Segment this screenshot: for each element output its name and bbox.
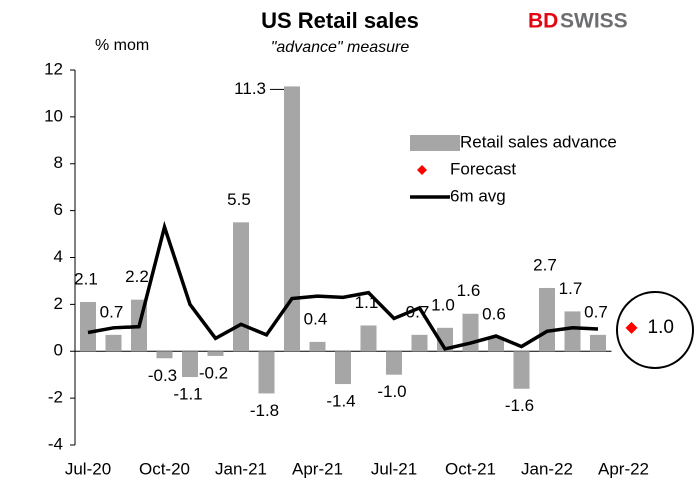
legend-label: 6m avg [450, 186, 506, 205]
data-label: 1.0 [648, 317, 674, 338]
data-label: 0.7 [584, 302, 608, 321]
data-label: -1.1 [173, 385, 202, 404]
bar [411, 334, 428, 352]
bar [156, 351, 173, 359]
y-tick-label: 10 [44, 106, 63, 125]
x-tick-label: Jul-20 [65, 459, 111, 478]
y-tick-label: 4 [54, 247, 63, 266]
data-label: 11.3 [234, 79, 266, 98]
x-tick-label: Apr-22 [598, 459, 649, 478]
x-tick-label: Oct-20 [139, 459, 190, 478]
bar [539, 287, 555, 352]
legend-label: Forecast [450, 159, 516, 178]
data-label: 2.7 [533, 255, 557, 274]
y-tick-label: 12 [44, 59, 63, 78]
line [87, 220, 599, 351]
y-tick-label: 6 [54, 200, 63, 219]
data-label: 1.6 [457, 281, 481, 300]
bar [564, 311, 581, 352]
bar [105, 334, 122, 352]
legend-swatch [410, 135, 460, 151]
x-tick-label: Jul-21 [371, 459, 417, 478]
logo-first: BD [528, 10, 558, 33]
data-label: 1.0 [431, 295, 455, 314]
data-label: 0.4 [304, 309, 328, 328]
data-label: 2.2 [125, 267, 149, 286]
bar [590, 334, 606, 352]
bar [182, 351, 198, 378]
x-tick-label: Jan-22 [521, 459, 573, 478]
bar [284, 86, 300, 352]
logo-second: SWISS [560, 10, 628, 33]
legend-swatch [417, 165, 427, 175]
data-label: 1.7 [559, 279, 583, 298]
x-tick-label: Apr-21 [292, 459, 343, 478]
highlight-circle [616, 291, 694, 369]
x-tick-label: Jan-21 [215, 459, 267, 478]
data-label: 2.1 [74, 270, 98, 289]
bar [80, 302, 96, 352]
chart-title: US Retail sales [261, 8, 419, 33]
x-tick-label: Oct-21 [445, 459, 496, 478]
bar [258, 351, 275, 394]
y-tick-label: 8 [54, 153, 63, 172]
bar [488, 337, 504, 352]
y-tick-label: -2 [48, 388, 63, 407]
data-label: -1.0 [377, 382, 406, 401]
bar [360, 325, 377, 352]
data-label: 0.6 [482, 305, 506, 324]
bar [207, 351, 224, 356]
bar [335, 351, 351, 385]
y-tick-label: -4 [48, 434, 63, 453]
bar [513, 351, 530, 389]
data-label: -1.4 [326, 392, 355, 411]
bar [233, 222, 249, 352]
bar [386, 351, 402, 375]
data-label: 5.5 [227, 190, 251, 209]
legend-label: Retail sales advance [460, 132, 617, 151]
bar [309, 341, 326, 352]
data-label: -1.6 [505, 396, 534, 415]
data-label: -0.2 [199, 363, 228, 382]
y-axis-label: % mom [95, 37, 149, 54]
forecast-marker [625, 321, 638, 334]
chart-subtitle: "advance" measure [271, 39, 410, 56]
y-tick-label: 2 [54, 294, 63, 313]
y-tick-label: 0 [54, 341, 63, 360]
data-label: 0.7 [100, 302, 124, 321]
data-label: -1.8 [250, 401, 279, 420]
data-label: -0.3 [148, 366, 177, 385]
